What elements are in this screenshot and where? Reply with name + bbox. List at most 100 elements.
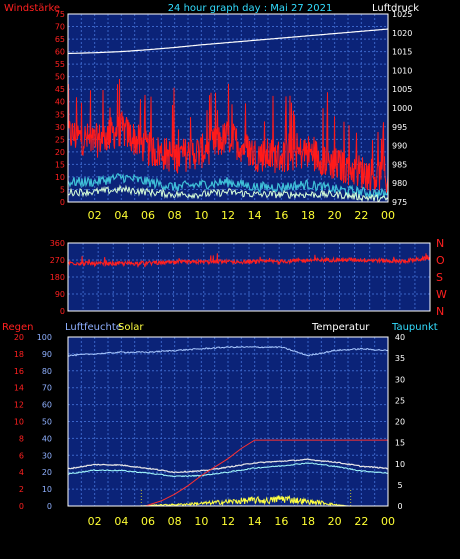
wind-tick-label: 40 (55, 98, 65, 107)
header-right-label: Luftdruck (372, 3, 419, 14)
wind-tick-label: 5 (60, 185, 65, 194)
wind-gust-line (67, 78, 389, 194)
plot-frame (67, 336, 389, 507)
temperature-line (67, 458, 389, 474)
hour-tick-label: 00 (381, 515, 395, 528)
hour-tick-label: 10 (194, 515, 208, 528)
pressure-tick-label: 1000 (392, 104, 412, 113)
hour-tick-label: 20 (328, 209, 342, 222)
pressure-tick-label: 980 (392, 179, 407, 188)
wind-tick-label: 15 (55, 160, 65, 169)
hour-tick-label: 22 (354, 209, 368, 222)
humidity-tick-label: 10 (42, 485, 52, 494)
solar-label: Solar (118, 322, 144, 333)
wind-tick-label: 75 (55, 10, 65, 19)
wind-tick-label: 25 (55, 135, 65, 144)
wind-tick-label: 30 (55, 123, 65, 132)
compass-label: W (436, 288, 447, 301)
hour-tick-label: 02 (88, 515, 102, 528)
humidity-tick-label: 80 (42, 367, 52, 376)
rain-label: Regen (2, 322, 34, 333)
pressure-tick-label: 1020 (392, 29, 412, 38)
pressure-line (67, 28, 389, 55)
wind-tick-label: 45 (55, 85, 65, 94)
humidity-line (67, 345, 389, 357)
hour-tick-label: 10 (194, 209, 208, 222)
hour-tick-label: 18 (301, 209, 315, 222)
temperature-tick-label: 5 (397, 481, 402, 490)
direction-tick-label: 270 (50, 256, 65, 265)
hour-tick-label: 14 (248, 515, 262, 528)
hour-tick-label: 08 (168, 209, 182, 222)
rain-tick-label: 20 (14, 333, 24, 342)
pressure-tick-label: 990 (392, 142, 407, 151)
temperature-tick-label: 25 (395, 396, 405, 405)
hour-tick-label: 06 (141, 209, 155, 222)
wind-direction-line (67, 253, 431, 268)
rain-tick-label: 10 (14, 418, 24, 427)
header-left-label: Windstärke (4, 3, 60, 14)
rain-tick-label: 12 (14, 401, 24, 410)
hour-tick-label: 02 (88, 209, 102, 222)
pressure-tick-label: 975 (392, 198, 407, 207)
compass-label: N (436, 305, 444, 318)
pressure-tick-label: 995 (392, 123, 407, 132)
hour-tick-label: 20 (328, 515, 342, 528)
hour-tick-label: 16 (274, 209, 288, 222)
wind-tick-label: 50 (55, 73, 65, 82)
hour-tick-label: 14 (248, 209, 262, 222)
rain-tick-label: 2 (19, 485, 24, 494)
humidity-tick-label: 70 (42, 384, 52, 393)
hour-tick-label: 06 (141, 515, 155, 528)
rain-tick-label: 18 (14, 350, 24, 359)
compass-label: O (436, 254, 445, 267)
direction-tick-label: 90 (55, 290, 65, 299)
hour-tick-label: 18 (301, 515, 315, 528)
dewpoint-line (68, 462, 389, 478)
header-title: 24 hour graph day : Mai 27 2021 (168, 3, 333, 14)
temperature-tick-label: 0 (397, 502, 402, 511)
direction-tick-label: 180 (50, 273, 65, 282)
wind-tick-label: 0 (60, 198, 65, 207)
hour-tick-label: 22 (354, 515, 368, 528)
rain-tick-label: 0 (19, 502, 24, 511)
wind-tick-label: 60 (55, 48, 65, 57)
wind-tick-label: 55 (55, 60, 65, 69)
rain-tick-label: 14 (14, 384, 24, 393)
humidity-tick-label: 0 (47, 502, 52, 511)
direction-tick-label: 0 (60, 307, 65, 316)
wind-pressure-panel: 0510152025303540455055606570759759809859… (55, 10, 413, 222)
humidity-tick-label: 30 (42, 451, 52, 460)
hour-tick-label: 08 (168, 515, 182, 528)
pressure-tick-label: 1015 (392, 48, 412, 57)
hour-tick-label: 04 (114, 209, 128, 222)
humidity-tick-label: 90 (42, 350, 52, 359)
rain-tick-label: 4 (19, 468, 24, 477)
wind-tick-label: 10 (55, 173, 65, 182)
rain-tick-label: 16 (14, 367, 24, 376)
pressure-tick-label: 1005 (392, 85, 412, 94)
wind-average-line (67, 172, 389, 200)
hour-tick-label: 12 (221, 515, 235, 528)
rain-tick-label: 8 (19, 434, 24, 443)
wind-tick-label: 70 (55, 23, 65, 32)
humidity-tick-label: 100 (37, 333, 52, 342)
pressure-tick-label: 985 (392, 160, 407, 169)
humidity-tick-label: 20 (42, 468, 52, 477)
compass-label: N (436, 237, 444, 250)
pressure-tick-label: 1025 (392, 10, 412, 19)
hour-tick-label: 16 (274, 515, 288, 528)
hour-tick-label: 12 (221, 209, 235, 222)
temperature-tick-label: 15 (395, 439, 405, 448)
dewpoint-label: Taupunkt (391, 322, 438, 333)
temperature-tick-label: 35 (395, 354, 405, 363)
humidity-tick-label: 40 (42, 434, 52, 443)
rain-tick-label: 6 (19, 451, 24, 460)
temperature-tick-label: 20 (395, 418, 405, 427)
plot-frame (67, 242, 431, 312)
humidity-label: Luftfeuchte (65, 322, 122, 333)
rain-line (68, 439, 388, 507)
climate-panel: 0246810121416182001020304050607080901000… (14, 333, 405, 528)
